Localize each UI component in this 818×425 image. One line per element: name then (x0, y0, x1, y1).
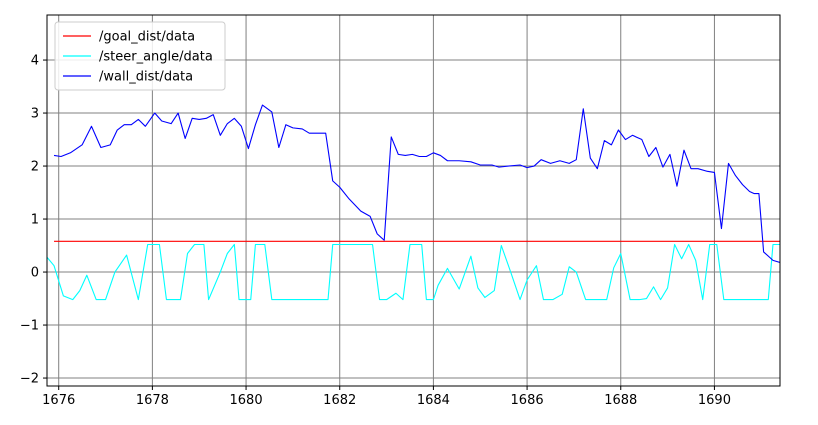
x-tick-label-0: 1676 (42, 393, 75, 408)
legend-box (54, 21, 226, 91)
axis-ticks: 1676 1678 1680 1682 1684 1686 1688 1690 −2 −1 0 1 2 3… (20, 54, 731, 408)
legend-label-0: /goal_dist/data (99, 30, 195, 45)
x-tick-label-2: 1680 (230, 393, 263, 408)
y-tick-label-1: −1 (20, 319, 39, 334)
plot-frame (46, 14, 781, 387)
y-tick-label-6: 4 (31, 54, 39, 69)
y-tick-label-2: 0 (31, 266, 39, 281)
legend-label-1: /steer_angle/data (99, 50, 213, 65)
grid-lines (47, 15, 780, 386)
y-tick-label-5: 3 (31, 107, 39, 122)
series-line-2 (53, 104, 780, 264)
x-tick-label-1: 1678 (136, 393, 169, 408)
x-tick-label-3: 1682 (323, 393, 356, 408)
x-tick-label-7: 1690 (698, 393, 731, 408)
series-lines (47, 104, 780, 301)
y-tick-label-4: 2 (31, 160, 39, 175)
legend-label-2: /wall_dist/data (99, 70, 193, 85)
y-tick-label-0: −2 (20, 372, 39, 387)
y-tick-label-3: 1 (31, 213, 39, 228)
series-line-1 (47, 243, 780, 301)
x-tick-label-6: 1688 (604, 393, 637, 408)
x-tick-label-5: 1686 (511, 393, 544, 408)
x-tick-label-4: 1684 (417, 393, 450, 408)
legend: /goal_dist/data/steer_angle/data/wall_di… (54, 21, 226, 91)
